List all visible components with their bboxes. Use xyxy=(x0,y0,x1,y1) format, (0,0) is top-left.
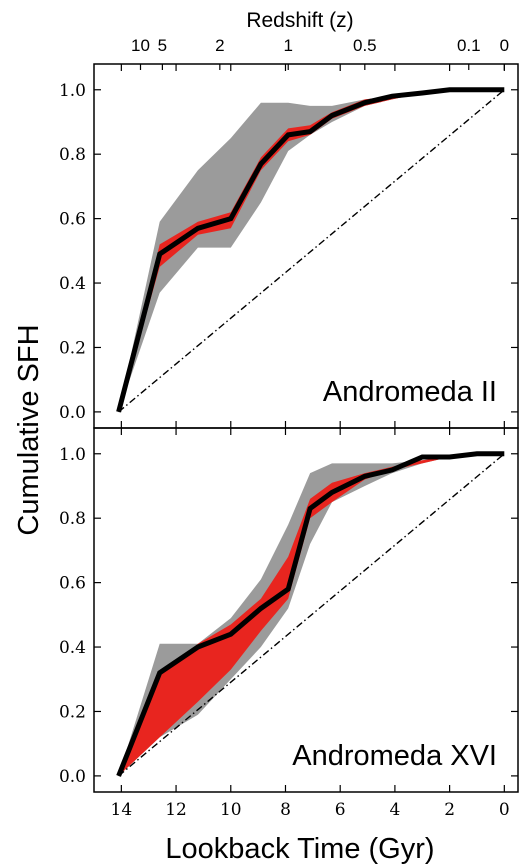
y-tick-label: 0.0 xyxy=(59,403,86,423)
top-axis-title: Redshift (z) xyxy=(246,9,353,32)
top-tick-label: 0.5 xyxy=(353,36,377,55)
y-tick-label: 0.2 xyxy=(59,702,86,722)
x-tick-label: 10 xyxy=(220,800,242,820)
y-tick-label: 0.8 xyxy=(59,145,86,165)
top-tick-label: 0.1 xyxy=(457,36,481,55)
y-tick-label: 0.0 xyxy=(59,767,86,787)
y-tick-label: 1.0 xyxy=(59,445,86,465)
panel-label: Andromeda II xyxy=(323,376,497,408)
x-tick-label: 6 xyxy=(335,800,346,820)
top-axis-ticks: 10 5 2 1 0.5 0.1 0 xyxy=(131,36,509,70)
panel-andromeda-xvi: 14 12 10 8 6 4 2 0 0.0 0.2 0.4 0.6 0.8 1.0 Andromeda X… xyxy=(59,427,519,820)
best-fit-sfh-line xyxy=(116,87,505,413)
gray-uncertainty-band xyxy=(118,89,505,412)
x-tick-label: 2 xyxy=(444,800,455,820)
x-tick-label: 8 xyxy=(280,800,291,820)
top-tick-label: 10 xyxy=(131,36,150,55)
constant-sfh-reference-line xyxy=(118,453,505,777)
panel-frame xyxy=(93,427,519,793)
top-tick-label: 5 xyxy=(158,36,167,55)
x-tick-label: 0 xyxy=(499,800,510,820)
y-tick-label: 0.2 xyxy=(59,338,86,358)
y-tick-label: 1.0 xyxy=(59,81,86,101)
y-tick-label: 0.6 xyxy=(59,574,86,594)
y-axis-label: Cumulative SFH xyxy=(13,324,45,535)
top-tick-label: 1 xyxy=(283,36,292,55)
constant-sfh-reference-line xyxy=(118,89,505,413)
x-tick-label: 14 xyxy=(111,800,133,820)
x-tick-label: 12 xyxy=(165,800,187,820)
best-fit-sfh-line xyxy=(116,451,505,777)
y-tick-label: 0.4 xyxy=(59,638,86,658)
y-tick-label: 0.4 xyxy=(59,274,86,294)
x-axis-label: Lookback Time (Gyr) xyxy=(165,833,434,865)
top-tick-label: 0 xyxy=(500,36,509,55)
y-tick-label: 0.8 xyxy=(59,509,86,529)
x-tick-label: 4 xyxy=(389,800,400,820)
top-tick-label: 2 xyxy=(215,36,224,55)
panel-label: Andromeda XVI xyxy=(292,740,497,772)
y-tick-label: 0.6 xyxy=(59,210,86,230)
panel-andromeda-ii: 0.0 0.2 0.4 0.6 0.8 1.0 Andromeda II xyxy=(59,63,519,429)
gray-uncertainty-band xyxy=(118,453,505,776)
